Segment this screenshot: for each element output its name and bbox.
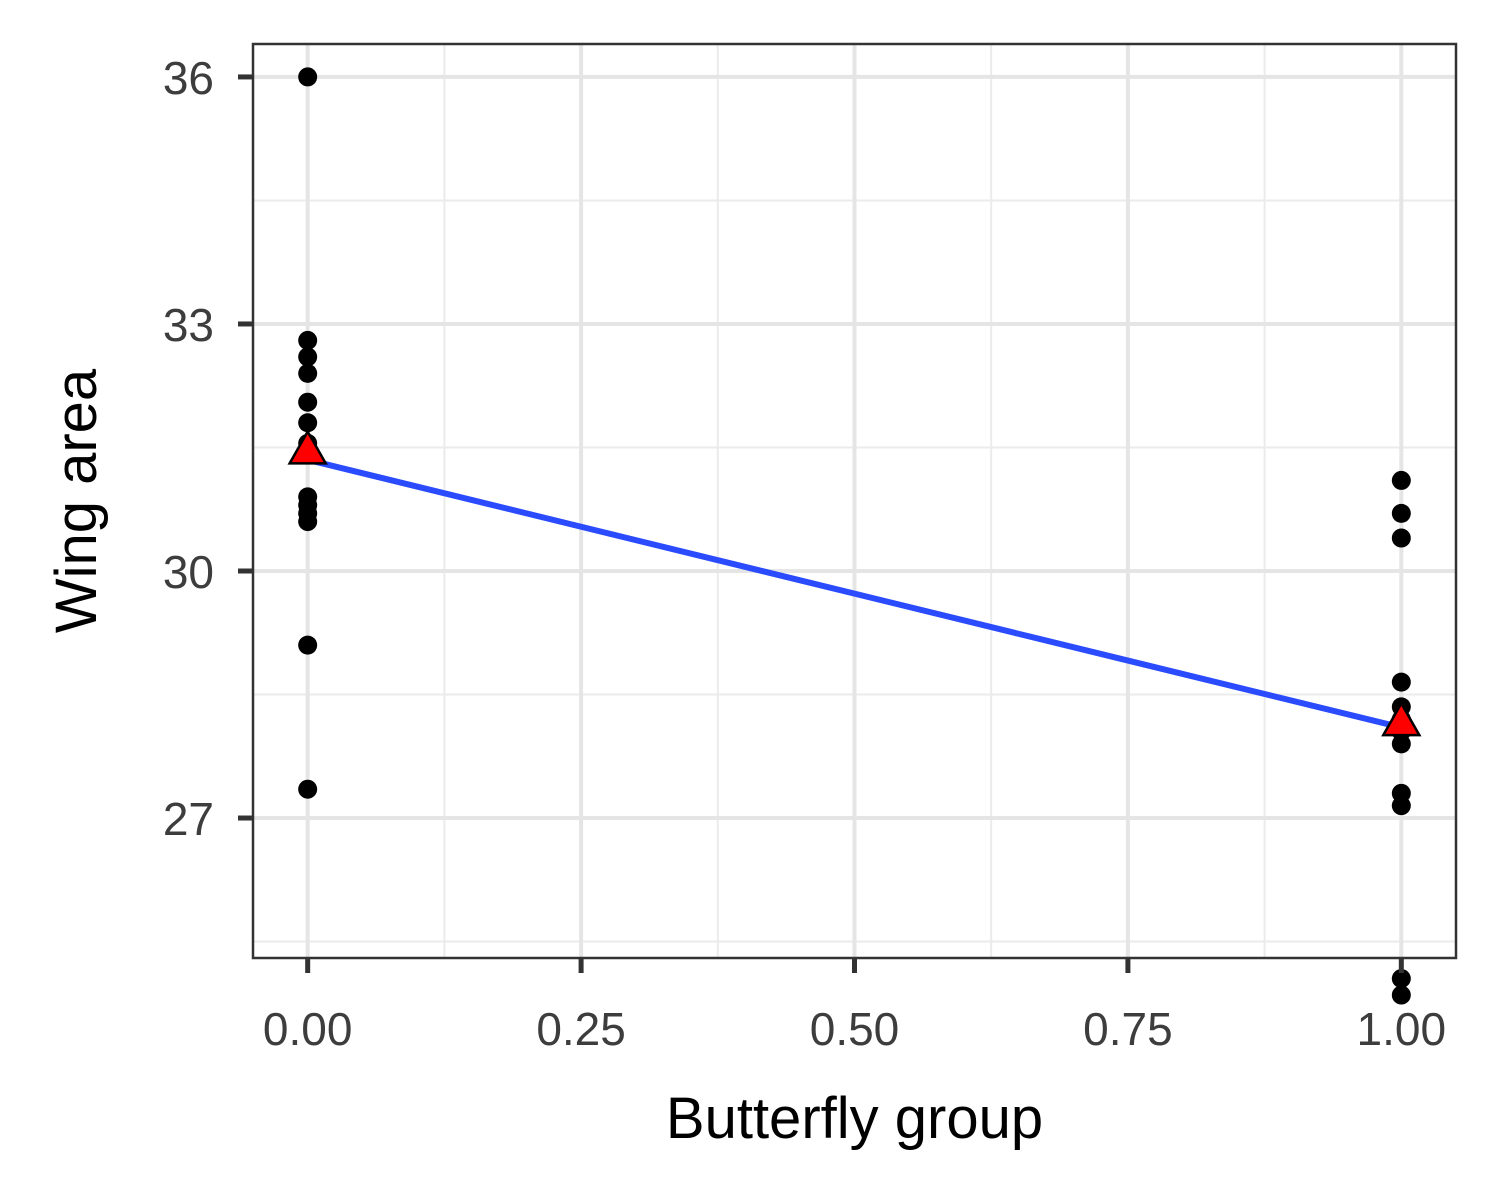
y-tick-label: 27 — [163, 793, 214, 845]
y-axis-title: Wing area — [44, 368, 109, 633]
data-point — [1391, 672, 1411, 692]
x-axis: 0.00 0.25 0.50 0.75 1.00 — [263, 958, 1446, 1055]
fitted-line-layer — [306, 456, 1403, 731]
data-point — [1391, 796, 1411, 816]
data-point — [298, 512, 318, 532]
data-point — [298, 413, 318, 433]
data-point — [298, 330, 318, 350]
data-point — [298, 392, 318, 412]
data-point — [298, 67, 318, 87]
fitted-line — [306, 456, 1403, 731]
group-mean-marker — [1381, 700, 1422, 737]
x-tick-label: 1.00 — [1357, 1003, 1447, 1055]
y-axis: 27 30 33 36 — [163, 52, 253, 845]
y-tick-label: 30 — [163, 546, 214, 598]
data-point — [298, 779, 318, 799]
data-point — [1391, 528, 1411, 548]
x-tick-label: 0.00 — [263, 1003, 353, 1055]
data-point — [1391, 470, 1411, 490]
data-point — [1391, 985, 1411, 1005]
x-axis-title: Butterfly group — [666, 1086, 1043, 1151]
group-mean-layer — [287, 429, 1422, 737]
x-tick-label: 0.75 — [1083, 1003, 1173, 1055]
data-point — [1391, 734, 1411, 754]
data-point — [1391, 969, 1411, 989]
y-tick-label: 33 — [163, 299, 214, 351]
x-tick-label: 0.50 — [810, 1003, 900, 1055]
y-tick-label: 36 — [163, 52, 214, 104]
group-mean-marker — [287, 429, 328, 465]
data-point — [298, 363, 318, 383]
x-tick-label: 0.25 — [536, 1003, 626, 1055]
data-point — [298, 635, 318, 655]
data-point — [298, 347, 318, 367]
data-point — [1391, 503, 1411, 523]
